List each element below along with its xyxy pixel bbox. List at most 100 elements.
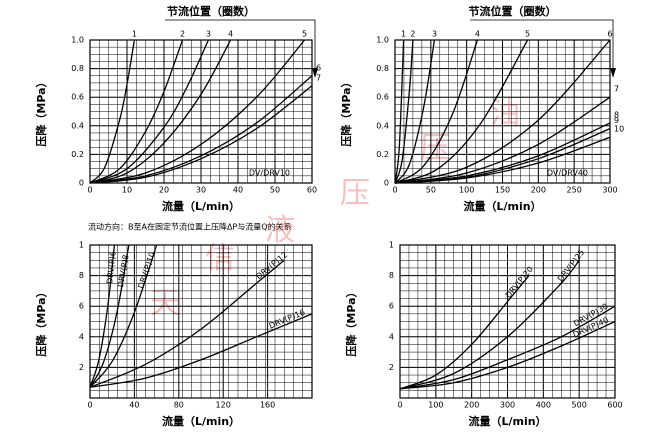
curve-label: 1: [132, 30, 137, 39]
x-tick-label: 600: [607, 401, 622, 410]
x-tick-label: 10: [122, 186, 132, 195]
curve-label: 3: [432, 30, 437, 39]
y-tick-label: 0.4: [376, 121, 389, 130]
x-tick-label: 100: [428, 401, 443, 410]
curve: [394, 39, 414, 184]
x-tick-label: 150: [495, 186, 510, 195]
y-tick-label: 8: [79, 271, 84, 280]
curve-label: 9: [614, 116, 619, 125]
curve: [89, 39, 306, 184]
top-label: 节流位置（圈数）: [469, 4, 557, 18]
y-tick-label: 2: [79, 363, 84, 372]
arrow: [165, 19, 316, 75]
watermark: 压: [340, 176, 370, 211]
curve: [394, 39, 611, 184]
y-tick-label: 0.8: [376, 64, 389, 73]
curve-label: 7: [614, 85, 619, 94]
plot-frame: [394, 39, 611, 184]
curve: [89, 259, 285, 388]
arrow: [470, 19, 614, 75]
x-axis-label: 流量（L/min）: [463, 199, 541, 213]
curve-label: 2: [410, 30, 415, 39]
curve-label: DRV(P)6: [105, 251, 118, 285]
x-tick-label: 400: [536, 401, 551, 410]
y-axis-label: 压降（MPa）: [34, 286, 48, 356]
x-axis-label: 流量（L/min）: [162, 414, 240, 428]
y-tick-label: 0.8: [71, 64, 84, 73]
curve: [89, 39, 184, 184]
y-tick-label: 1: [79, 241, 84, 250]
x-axis-label: 流量（L/min）: [468, 414, 546, 428]
curve: [89, 244, 158, 388]
x-tick-label: 250: [567, 186, 582, 195]
x-tick-label: 0: [392, 186, 397, 195]
y-tick-label: 1.0: [71, 36, 84, 45]
x-tick-label: 40: [233, 186, 243, 195]
y-axis-label: 压降（MPa）: [34, 76, 48, 146]
caption: 流动方向：B至A在固定节流位置上压降ΔP与流量Q的关系: [88, 222, 292, 232]
plot-frame: [89, 244, 313, 399]
watermark: 信: [205, 241, 235, 276]
curve: [89, 313, 313, 388]
arrow-head: [312, 68, 318, 78]
x-tick-label: 0: [397, 401, 402, 410]
watermark: 油: [490, 96, 520, 131]
x-tick-label: 300: [500, 401, 515, 410]
watermark: 液: [265, 213, 295, 248]
curve: [394, 39, 479, 184]
curve-label: 10: [614, 125, 624, 134]
x-tick-label: 40: [129, 401, 139, 410]
x-tick-label: 0: [87, 401, 92, 410]
curve: [399, 305, 616, 390]
curve: [394, 39, 529, 184]
curve: [89, 39, 232, 184]
curve-label: 2: [180, 30, 185, 39]
y-tick-label: 1.0: [376, 36, 389, 45]
curve-label: 5: [302, 30, 307, 39]
curve: [89, 244, 116, 388]
x-tick-label: 50: [270, 186, 280, 195]
curve: [89, 244, 130, 388]
curve: [394, 136, 611, 184]
curve: [399, 275, 530, 390]
curve-label: 4: [475, 30, 480, 39]
curve-label: 5: [525, 30, 530, 39]
x-tick-label: 160: [260, 401, 275, 410]
curve: [89, 39, 136, 184]
y-tick-label: 0.2: [376, 150, 389, 159]
x-tick-label: 500: [572, 401, 587, 410]
x-tick-label: 120: [216, 401, 231, 410]
curve-label: 6: [316, 63, 321, 72]
y-tick-label: 2: [389, 363, 394, 372]
curve: [399, 320, 616, 390]
y-tick-label: 0.6: [71, 93, 84, 102]
y-tick-label: 0: [79, 179, 84, 188]
arrow-head: [610, 68, 616, 78]
curve: [394, 96, 611, 184]
y-tick-label: 0: [384, 179, 389, 188]
y-axis-label: 压降（MPa）: [339, 76, 353, 146]
y-tick-label: 0.2: [71, 150, 84, 159]
y-tick-label: 0.4: [71, 121, 84, 130]
curve-label: 6: [607, 30, 612, 39]
curve-label: 7: [316, 73, 321, 82]
x-tick-label: 60: [307, 186, 317, 195]
plot-frame: [89, 39, 313, 184]
y-tick-label: 8: [389, 271, 394, 280]
y-tick-label: 0.6: [376, 93, 389, 102]
curve: [89, 39, 209, 184]
y-tick-label: 6: [389, 302, 394, 311]
annotation: DV/DRV10: [249, 169, 290, 178]
x-tick-label: 50: [426, 186, 436, 195]
curve-label: 3: [206, 30, 211, 39]
y-tick-label: 4: [79, 332, 84, 341]
y-tick-label: 6: [79, 302, 84, 311]
y-tick-label: 4: [389, 332, 394, 341]
x-tick-label: 0: [87, 186, 92, 195]
curve: [394, 39, 405, 184]
x-axis-label: 流量（L/min）: [162, 199, 240, 213]
x-tick-label: 20: [159, 186, 169, 195]
x-tick-label: 200: [531, 186, 546, 195]
